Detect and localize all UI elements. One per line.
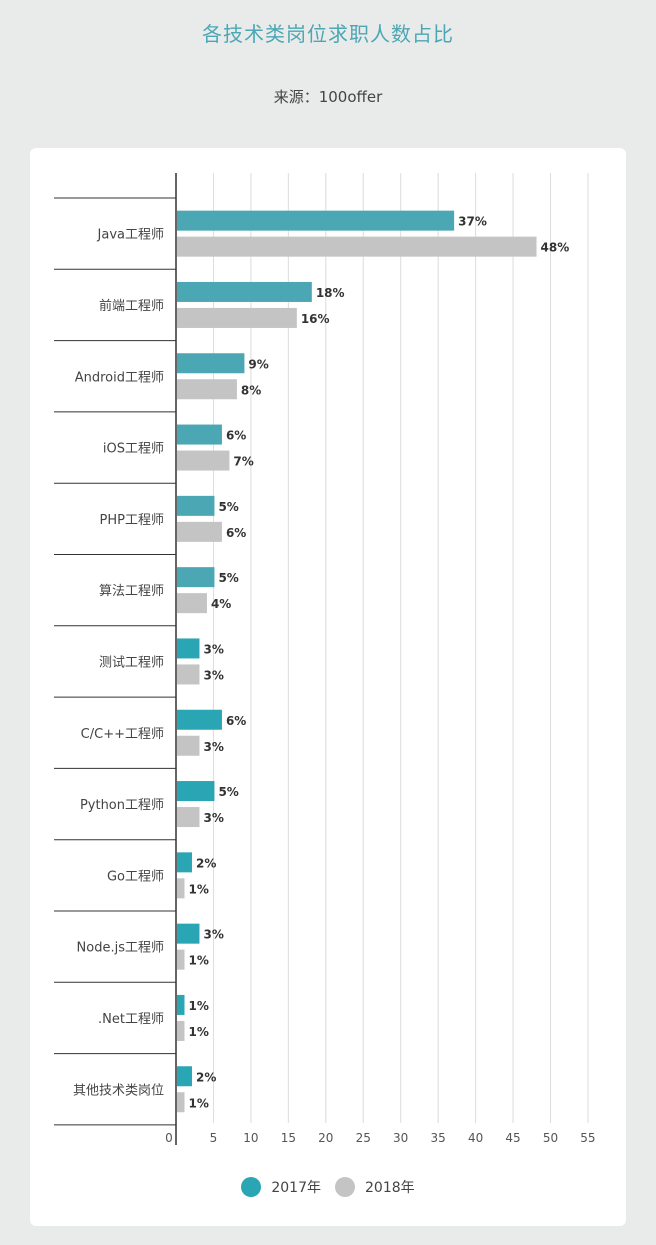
chart-card [30,148,626,1226]
bar-2017 [177,638,200,659]
x-tick-label: 55 [580,1131,595,1145]
bar-2017 [177,495,215,516]
data-label: 4% [211,597,231,611]
x-tick-label: 10 [243,1131,258,1145]
data-label: 8% [241,383,261,397]
data-label: 9% [248,357,268,371]
legend-label-2018: 2018年 [365,1180,415,1196]
chart-legend: 2017年 2018年 [0,1174,656,1200]
bar-2018 [177,450,230,471]
category-label: Java工程师 [97,228,164,243]
data-label: 3% [203,668,223,682]
bar-2017 [177,1066,192,1087]
legend-swatch-2018 [335,1177,355,1197]
bar-2017 [177,994,185,1015]
bar-2017 [177,424,222,445]
bar-2018 [177,735,200,756]
data-label: 5% [218,785,238,799]
data-label: 5% [218,500,238,514]
chart-title: 各技术类岗位求职人数占比 [202,22,454,46]
data-label: 37% [458,215,487,229]
category-label: .Net工程师 [98,1012,164,1027]
x-tick-label: 45 [505,1131,520,1145]
data-label: 1% [188,999,208,1013]
bar-2018 [177,521,222,542]
category-label: PHP工程师 [100,513,164,528]
legend-swatch-2017 [241,1177,262,1197]
category-label: Go工程师 [107,869,164,884]
category-label: 前端工程师 [99,298,164,314]
bar-2018 [177,593,207,614]
data-label: 3% [203,928,223,942]
bar-2017 [177,923,200,944]
category-label: Node.js工程师 [77,941,164,956]
data-label: 16% [301,312,330,326]
bar-2018 [177,949,185,970]
category-label: Python工程师 [80,798,164,813]
bar-2017 [177,210,455,231]
legend-item-2017[interactable]: 2017年 [241,1177,321,1197]
legend-label-2017: 2017年 [271,1180,321,1196]
category-label: 测试工程师 [99,655,164,670]
x-tick-label: 35 [431,1131,446,1145]
data-label: 1% [188,882,208,896]
bar-2018 [177,1020,185,1041]
legend-item-2018[interactable]: 2018年 [335,1177,415,1197]
data-label: 1% [188,1025,208,1039]
data-label: 7% [233,455,253,469]
data-label: 6% [226,714,246,728]
data-label: 1% [188,954,208,968]
x-tick-label: 30 [393,1131,408,1145]
bar-2018 [177,807,200,828]
data-label: 5% [218,571,238,585]
category-label: Android工程师 [75,370,164,385]
chart-subtitle: 来源：100offer [273,88,383,106]
category-label: C/C++工程师 [81,727,164,742]
bar-2017 [177,353,245,374]
data-label: 3% [203,642,223,656]
x-tick-label: 0 [165,1131,173,1145]
bar-2018 [177,307,297,328]
category-label: 其他技术类岗位 [73,1083,164,1098]
x-tick-label: 50 [543,1131,558,1145]
bar-2017 [177,781,215,802]
x-tick-label: 25 [356,1131,371,1145]
category-label: iOS工程师 [103,442,164,457]
bar-2017 [177,709,222,730]
bar-2018 [177,664,200,685]
data-label: 1% [188,1096,208,1110]
x-tick-label: 15 [281,1131,296,1145]
bar-2018 [177,379,237,400]
bar-2017 [177,281,312,302]
data-label: 3% [203,811,223,825]
x-tick-label: 40 [468,1131,483,1145]
data-label: 48% [541,241,570,255]
data-label: 2% [196,856,216,870]
bar-2018 [177,1092,185,1113]
bar-2018 [177,878,185,899]
category-label: 算法工程师 [99,584,164,599]
data-label: 6% [226,429,246,443]
data-label: 18% [316,286,345,300]
bar-2018 [177,236,537,257]
data-label: 3% [203,740,223,754]
x-tick-label: 20 [318,1131,333,1145]
x-tick-label: 5 [210,1131,218,1145]
bar-2017 [177,567,215,588]
bar-2017 [177,852,192,873]
data-label: 6% [226,526,246,540]
data-label: 2% [196,1070,216,1084]
